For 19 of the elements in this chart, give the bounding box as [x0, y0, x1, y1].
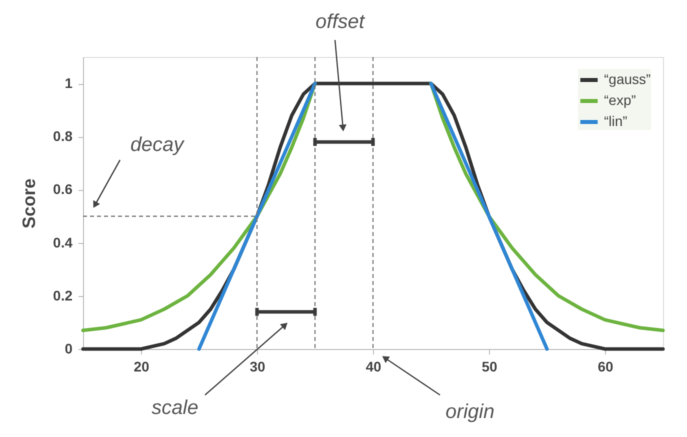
x-tick-label: 20	[134, 358, 150, 374]
x-tick-label: 60	[598, 358, 614, 374]
legend-label: “gauss”	[604, 71, 652, 87]
x-tick-label: 50	[482, 358, 498, 374]
legend-label: “lin”	[604, 113, 628, 129]
y-tick-label: 0	[64, 340, 73, 356]
y-tick-label: 0.6	[53, 181, 73, 198]
y-tick-label: 0.4	[53, 234, 73, 250]
text: origin	[446, 401, 494, 423]
text: offset	[316, 11, 366, 33]
y-tick-label: 0.8	[53, 128, 73, 144]
text: scale	[152, 397, 198, 419]
legend-label: “exp”	[604, 92, 636, 108]
x-tick-label: 30	[250, 358, 266, 374]
annotation: decay	[130, 134, 185, 156]
y-tick-label: 1	[64, 75, 73, 92]
x-tick-label: 40	[366, 358, 382, 374]
y-axis-title: Score	[19, 178, 40, 229]
y-tick-label: 0.2	[53, 287, 73, 304]
